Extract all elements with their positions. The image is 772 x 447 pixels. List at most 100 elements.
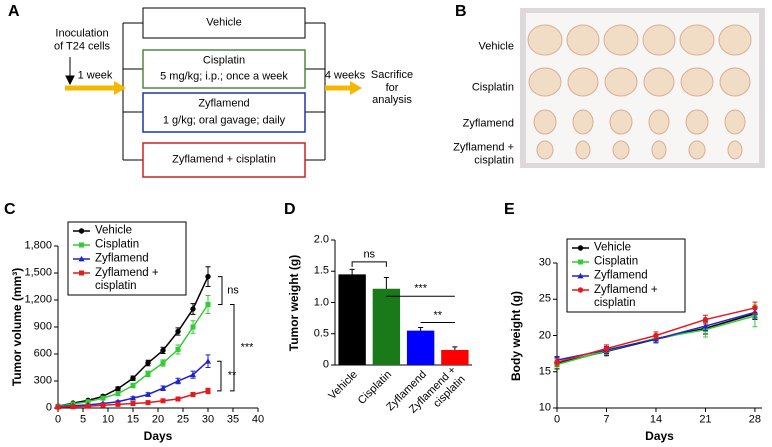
y-axis-title: Tumor weight (g): [287, 254, 302, 351]
tumor: [688, 140, 706, 160]
regimen: 1 g/kg; oral gavage; daily: [162, 114, 286, 127]
marker: [79, 242, 84, 248]
bracket: [218, 276, 223, 305]
significance: ns: [227, 284, 239, 297]
marker: [702, 316, 709, 323]
marker: [205, 302, 211, 307]
tumor: [718, 24, 752, 56]
marker: [55, 404, 61, 410]
marker: [190, 306, 196, 312]
legend-label: Zyflamend + cisplatin: [95, 266, 159, 292]
marker: [205, 358, 211, 364]
marker: [145, 371, 151, 377]
marker: [115, 391, 121, 397]
tumor: [685, 109, 709, 135]
marker: [603, 345, 610, 352]
marker: [115, 385, 121, 392]
marker: [78, 228, 85, 234]
marker: [160, 385, 166, 391]
marker: [205, 273, 211, 280]
significance: ***: [240, 341, 254, 354]
marker: [100, 395, 106, 401]
row-label: Cisplatin: [471, 81, 514, 94]
bar: [372, 288, 401, 365]
marker: [100, 402, 106, 408]
bracket: [230, 304, 235, 392]
group: Zyflamend: [198, 97, 250, 110]
tumor: [527, 24, 563, 56]
marker: [190, 324, 196, 330]
x-tick-label: 28: [748, 413, 762, 426]
x-tick-label: 21: [699, 413, 712, 426]
marker: [653, 332, 659, 339]
marker: [205, 388, 211, 394]
x-tick-label: 25: [176, 413, 190, 426]
diagram-shapes: [65, 7, 362, 178]
x-tick-label: 14: [649, 413, 663, 426]
tumor: [575, 140, 591, 160]
y-tick-label: 1.0: [313, 296, 329, 309]
x-tick-label: 10: [101, 413, 115, 426]
legend-label: Vehicle: [95, 224, 133, 237]
marker: [577, 245, 584, 251]
tumor: [603, 24, 639, 56]
tumor: [604, 67, 638, 97]
row-label: Zyflamend + cisplatin: [453, 141, 514, 166]
y-tick-label: 10: [538, 401, 551, 414]
interval: 4 weeks: [324, 69, 366, 82]
y-tick-label: 1,500: [24, 266, 52, 279]
marker: [145, 360, 151, 366]
x-tick-label: 40: [251, 413, 265, 426]
marker: [554, 359, 560, 366]
y-tick-label: 600: [33, 347, 52, 360]
y-tick-label: 1,800: [24, 239, 52, 252]
marker: [175, 377, 181, 384]
tumor: [719, 67, 751, 97]
x-tick-label: 35: [226, 413, 240, 426]
tumor: [724, 109, 746, 135]
group: Zyflamend + cisplatin: [172, 153, 276, 166]
row-label: Zyflamend: [462, 117, 514, 130]
y-tick-label: 1,200: [24, 293, 52, 306]
tumor: [648, 109, 670, 135]
interval: 1 week: [77, 69, 113, 82]
tumor: [572, 109, 594, 135]
tumor: [533, 109, 557, 135]
tumor: [643, 67, 675, 97]
marker: [130, 394, 136, 401]
x-axis-title: Days: [143, 429, 173, 444]
panel-label: D: [284, 200, 296, 218]
x-tick-label: 30: [201, 413, 215, 426]
x-tick-label: 0: [54, 413, 62, 426]
legend-label: Zyflamend + cisplatin: [594, 283, 658, 309]
marker: [175, 328, 181, 335]
row-label: Vehicle: [478, 40, 514, 53]
x-tick-label: 7: [603, 413, 610, 426]
x-tick-label: 15: [126, 413, 140, 426]
tumor: [727, 140, 743, 160]
x-tick-label: 20: [151, 413, 165, 426]
group: Vehicle: [206, 16, 242, 29]
legend-label: Zyflamend: [594, 269, 648, 282]
marker: [577, 272, 584, 279]
panel-label: C: [4, 200, 16, 218]
marker: [115, 401, 121, 407]
bracket: [217, 360, 222, 392]
tumor: [612, 140, 630, 160]
tumor: [609, 109, 633, 135]
x-tick-label: 0: [553, 413, 561, 426]
endpoint: Sacrifice for analysis: [370, 69, 414, 107]
marker: [160, 398, 166, 404]
marker: [145, 400, 151, 406]
significance: ns: [363, 248, 376, 261]
marker: [190, 371, 196, 378]
tumor: [536, 140, 554, 160]
y-tick-label: 15: [538, 365, 551, 378]
group: Cisplatin: [202, 54, 246, 67]
marker: [79, 270, 84, 276]
x-axis-title: Days: [645, 429, 674, 444]
y-tick-label: 300: [33, 374, 52, 387]
regimen: 5 mg/kg; i.p.; once a week: [160, 70, 288, 83]
